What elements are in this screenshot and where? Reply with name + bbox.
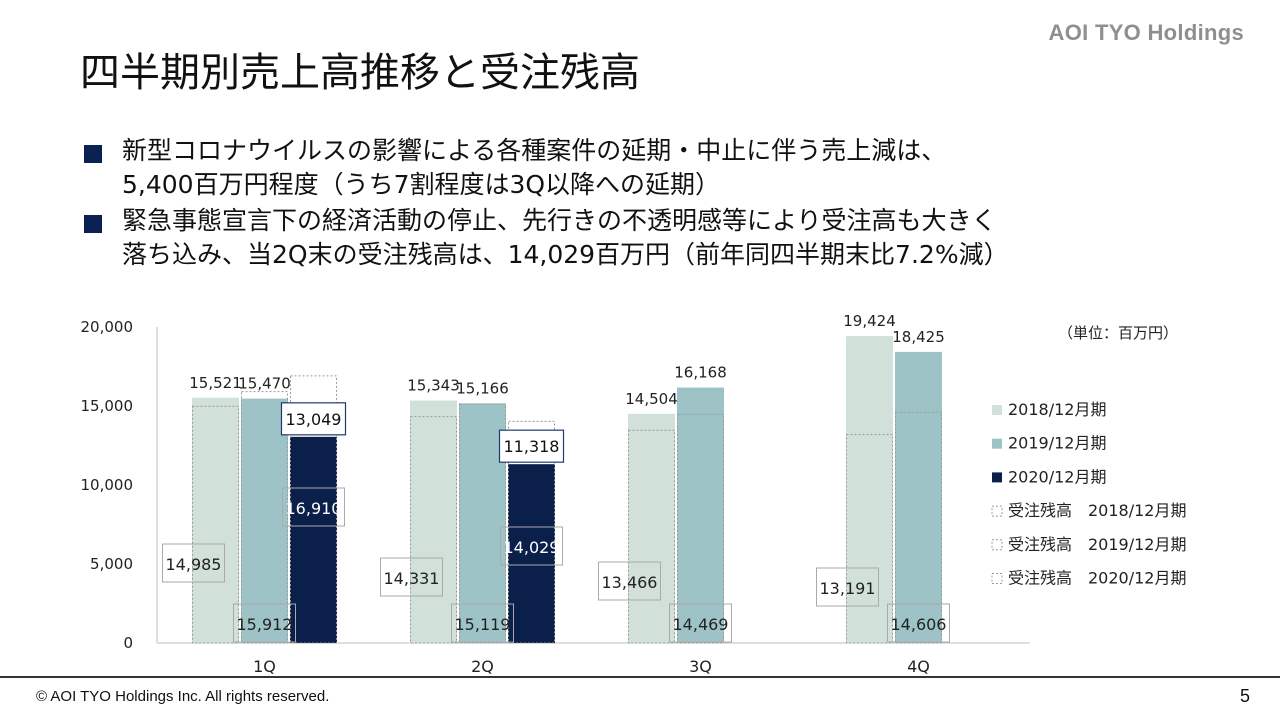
bullet-text: 新型コロナウイルスの影響による各種案件の延期・中止に伴う売上減は、 5,400百… — [122, 134, 946, 202]
legend-label: 受注残高 2020/12月期 — [1008, 569, 1186, 588]
data-label: 15,166 — [456, 379, 509, 397]
data-label: 19,424 — [843, 312, 896, 330]
y-tick-label: 10,000 — [81, 476, 134, 494]
legend-label: 2019/12月期 — [1008, 434, 1106, 453]
bullet-item: 緊急事態宣言下の経済活動の停止、先行きの不透明感等により受注高も大きく 落ち込み… — [84, 204, 1244, 272]
backlog-outline — [628, 429, 675, 644]
legend-swatch — [992, 472, 1002, 483]
bullet-text: 緊急事態宣言下の経済活動の停止、先行きの不透明感等により受注高も大きく 落ち込み… — [122, 204, 1009, 272]
data-label-box — [280, 402, 347, 436]
backlog-label-box — [500, 526, 563, 566]
data-label: 16,168 — [674, 364, 727, 382]
bullet-line: 緊急事態宣言下の経済活動の停止、先行きの不透明感等により受注高も大きく — [122, 206, 997, 235]
page-number: 5 — [1239, 686, 1250, 706]
bar — [192, 397, 239, 643]
y-tick-label: 5,000 — [90, 555, 133, 573]
backlog-label-box — [816, 567, 879, 607]
backlog-label: 15,912 — [237, 615, 293, 634]
data-label: 11,318 — [504, 437, 560, 456]
backlog-outline — [677, 413, 724, 644]
backlog-label: 13,466 — [602, 573, 658, 592]
bar — [459, 403, 506, 643]
bar — [677, 387, 724, 643]
page-title: 四半期別売上高推移と受注残高 — [80, 50, 640, 96]
y-tick-label: 20,000 — [81, 318, 134, 336]
bar — [508, 464, 555, 643]
backlog-outline — [846, 434, 893, 644]
x-tick-label: 3Q — [689, 657, 712, 676]
legend-swatch — [991, 573, 1003, 584]
backlog-outline — [508, 420, 555, 644]
legend-label: 2020/12月期 — [1008, 467, 1106, 486]
x-tick-label: 1Q — [253, 657, 276, 676]
backlog-label-box — [233, 603, 296, 643]
legend-label: 受注残高 2018/12月期 — [1008, 501, 1186, 520]
bullet-line: 新型コロナウイルスの影響による各種案件の延期・中止に伴う売上減は、 — [122, 136, 947, 165]
backlog-outline — [895, 411, 942, 644]
data-label: 15,343 — [407, 377, 460, 395]
data-label-box — [498, 429, 565, 463]
backlog-label: 13,191 — [820, 579, 876, 598]
data-label: 13,049 — [286, 410, 342, 429]
backlog-label: 14,985 — [166, 555, 222, 574]
bullet-line: 5,400百万円程度（うち7割程度は3Q以降への延期） — [122, 170, 721, 199]
legend-label: 受注残高 2019/12月期 — [1008, 535, 1186, 554]
bullet-square-icon — [84, 215, 102, 233]
backlog-label: 15,119 — [455, 615, 511, 634]
bullet-square-icon — [84, 145, 102, 163]
legend-swatch — [991, 539, 1003, 551]
backlog-label-box — [887, 603, 950, 643]
bar — [628, 413, 675, 643]
bullet-line: 落ち込み、当2Q末の受注残高は、14,029百万円（前年同四半期末比7.2%減） — [122, 240, 1009, 269]
bar — [241, 398, 288, 643]
backlog-outline — [241, 391, 288, 644]
data-label: 14,504 — [625, 390, 678, 408]
legend-label: 2018/12月期 — [1008, 400, 1106, 419]
backlog-label: 16,910 — [286, 499, 342, 518]
x-tick-label: 4Q — [907, 657, 930, 676]
legend-swatch — [991, 505, 1003, 517]
backlog-label: 14,331 — [384, 569, 440, 588]
backlog-label: 14,469 — [673, 615, 729, 634]
data-label: 15,470 — [238, 375, 291, 393]
backlog-label-box — [282, 487, 345, 527]
unit-label: （単位：百万円） — [1058, 324, 1178, 342]
data-label: 15,521 — [189, 374, 242, 392]
bullet-item: 新型コロナウイルスの影響による各種案件の延期・中止に伴う売上減は、 5,400百… — [84, 134, 1244, 202]
legend-swatch — [992, 438, 1002, 449]
bar — [846, 336, 893, 643]
bullet-list: 新型コロナウイルスの影響による各種案件の延期・中止に伴う売上減は、 5,400百… — [84, 134, 1244, 274]
backlog-label-box — [380, 557, 443, 597]
legend-swatch — [992, 405, 1002, 415]
backlog-label-box — [451, 603, 514, 643]
bar — [410, 400, 457, 643]
bar — [895, 351, 942, 643]
data-label: 18,425 — [892, 328, 945, 346]
x-tick-label: 2Q — [471, 657, 494, 676]
brand-logo: AOI TYO Holdings — [1048, 20, 1244, 45]
backlog-outline — [459, 403, 506, 644]
bar — [290, 436, 337, 643]
backlog-label-box — [162, 543, 225, 583]
footer-divider — [0, 676, 1280, 678]
copyright-text: © AOI TYO Holdings Inc. All rights reser… — [36, 688, 330, 705]
y-tick-label: 0 — [123, 634, 133, 652]
backlog-label: 14,029 — [504, 538, 560, 557]
y-tick-label: 15,000 — [81, 397, 134, 415]
backlog-label-box — [598, 561, 661, 601]
backlog-label: 14,606 — [891, 615, 947, 634]
backlog-outline — [192, 405, 239, 644]
backlog-label-box — [669, 603, 732, 643]
backlog-outline — [290, 375, 337, 644]
